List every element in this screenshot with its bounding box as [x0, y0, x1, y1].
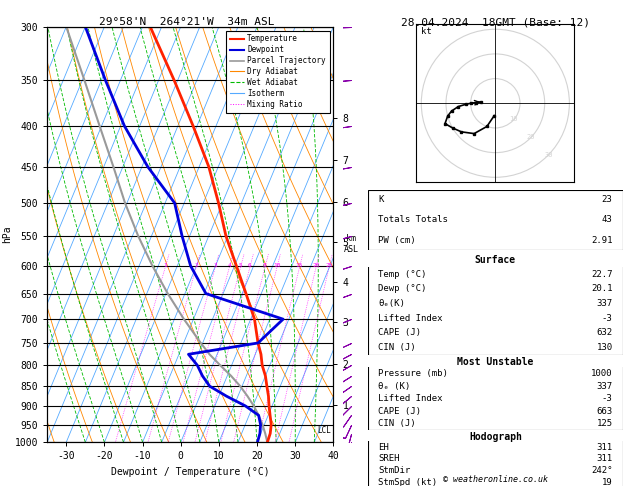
Text: 3: 3 — [213, 262, 217, 268]
Text: Lifted Index: Lifted Index — [378, 313, 443, 323]
Text: 25: 25 — [325, 262, 333, 268]
Text: 4: 4 — [227, 262, 231, 268]
Text: 22.7: 22.7 — [591, 270, 613, 279]
Text: CIN (J): CIN (J) — [378, 343, 416, 352]
Y-axis label: hPa: hPa — [2, 226, 12, 243]
Text: Dewp (°C): Dewp (°C) — [378, 284, 426, 294]
Text: 15: 15 — [296, 262, 303, 268]
Text: 20: 20 — [312, 262, 320, 268]
Text: Pressure (mb): Pressure (mb) — [378, 369, 448, 378]
Text: 8: 8 — [263, 262, 267, 268]
Text: 20: 20 — [526, 134, 535, 140]
Text: LCL: LCL — [318, 426, 331, 435]
Bar — [368, 434, 623, 441]
Text: EH: EH — [378, 443, 389, 451]
Text: 28.04.2024  18GMT (Base: 12): 28.04.2024 18GMT (Base: 12) — [401, 17, 590, 27]
Text: 20.1: 20.1 — [591, 284, 613, 294]
Text: θₑ (K): θₑ (K) — [378, 382, 410, 391]
Text: 2.91: 2.91 — [591, 236, 613, 244]
Text: CIN (J): CIN (J) — [378, 419, 416, 428]
Text: kt: kt — [421, 27, 432, 36]
Text: -3: -3 — [602, 394, 613, 403]
Text: 1: 1 — [164, 262, 167, 268]
Text: 663: 663 — [596, 407, 613, 416]
Text: SREH: SREH — [378, 454, 399, 464]
Text: 43: 43 — [602, 215, 613, 225]
Text: 10: 10 — [509, 116, 518, 122]
Text: Most Unstable: Most Unstable — [457, 357, 533, 367]
Text: Lifted Index: Lifted Index — [378, 394, 443, 403]
X-axis label: Dewpoint / Temperature (°C): Dewpoint / Temperature (°C) — [111, 467, 270, 477]
Text: 632: 632 — [596, 329, 613, 337]
Text: Hodograph: Hodograph — [469, 433, 522, 442]
Text: 23: 23 — [602, 195, 613, 204]
Text: PW (cm): PW (cm) — [378, 236, 416, 244]
Text: θₑ(K): θₑ(K) — [378, 299, 405, 308]
Text: StmDir: StmDir — [378, 466, 410, 475]
Text: 30: 30 — [544, 152, 553, 157]
Text: 5: 5 — [238, 262, 242, 268]
Text: 337: 337 — [596, 299, 613, 308]
Text: 311: 311 — [596, 454, 613, 464]
Text: 6: 6 — [248, 262, 252, 268]
Bar — [368, 253, 623, 267]
Y-axis label: km
ASL: km ASL — [343, 235, 359, 254]
Text: 1000: 1000 — [591, 369, 613, 378]
Legend: Temperature, Dewpoint, Parcel Trajectory, Dry Adiabat, Wet Adiabat, Isotherm, Mi: Temperature, Dewpoint, Parcel Trajectory… — [226, 31, 330, 113]
Bar — [368, 357, 623, 367]
Text: 125: 125 — [596, 419, 613, 428]
Text: Totals Totals: Totals Totals — [378, 215, 448, 225]
Text: 311: 311 — [596, 443, 613, 451]
Text: 19: 19 — [602, 478, 613, 486]
Text: StmSpd (kt): StmSpd (kt) — [378, 478, 437, 486]
Text: 242°: 242° — [591, 466, 613, 475]
Text: © weatheronline.co.uk: © weatheronline.co.uk — [443, 474, 548, 484]
Text: Temp (°C): Temp (°C) — [378, 270, 426, 279]
Text: 10: 10 — [273, 262, 281, 268]
Text: -3: -3 — [602, 313, 613, 323]
Text: 130: 130 — [596, 343, 613, 352]
Text: 29°58'N  264°21'W  34m ASL: 29°58'N 264°21'W 34m ASL — [99, 17, 275, 27]
Text: CAPE (J): CAPE (J) — [378, 407, 421, 416]
Text: Surface: Surface — [475, 255, 516, 265]
Text: 337: 337 — [596, 382, 613, 391]
Text: 2: 2 — [194, 262, 198, 268]
Text: K: K — [378, 195, 384, 204]
Text: CAPE (J): CAPE (J) — [378, 329, 421, 337]
